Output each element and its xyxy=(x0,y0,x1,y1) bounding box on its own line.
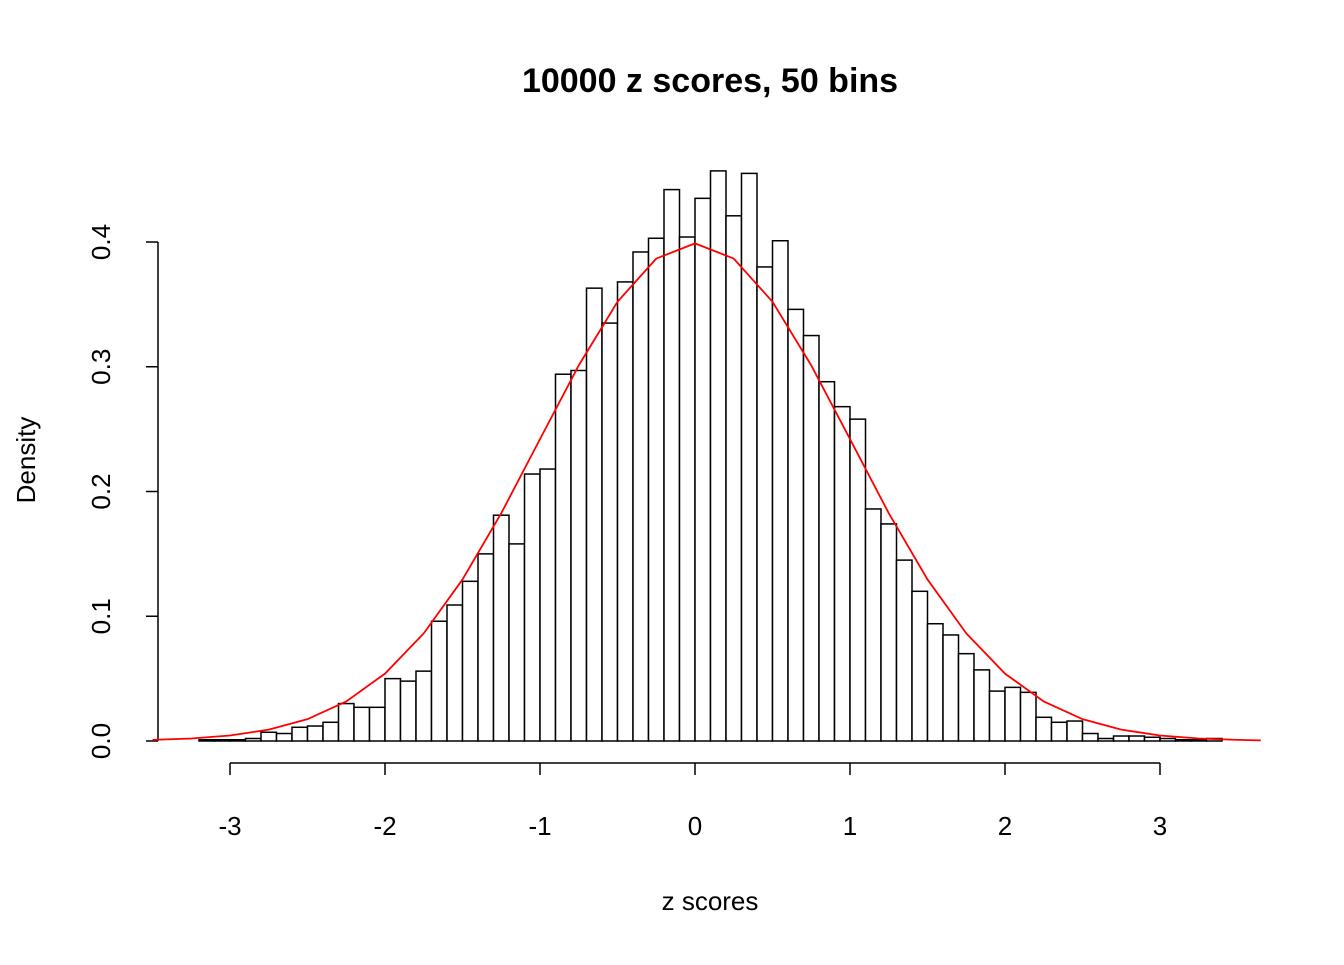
bar xyxy=(833,405,851,742)
bar xyxy=(880,523,898,742)
bar xyxy=(275,732,293,742)
bar xyxy=(322,721,340,742)
bar xyxy=(849,418,867,742)
bar xyxy=(523,473,541,742)
bar xyxy=(585,287,603,742)
bar xyxy=(198,739,216,742)
bar xyxy=(260,731,278,742)
bar xyxy=(539,468,557,742)
bar xyxy=(570,369,588,742)
bar xyxy=(1004,686,1022,742)
bar xyxy=(384,677,402,742)
bar xyxy=(942,634,960,742)
x-tick-label: -3 xyxy=(218,811,241,841)
bar xyxy=(337,702,355,742)
bar xyxy=(353,706,371,742)
x-axis-label: z scores xyxy=(662,886,759,916)
bar xyxy=(725,215,743,742)
bar xyxy=(973,669,991,742)
bar xyxy=(213,739,231,742)
bar xyxy=(229,739,247,742)
bar xyxy=(415,670,433,742)
bar xyxy=(988,690,1006,742)
bar xyxy=(554,373,572,742)
bar xyxy=(1050,721,1068,742)
bar xyxy=(291,726,309,742)
y-tick-label: 0.4 xyxy=(86,224,116,260)
bar xyxy=(244,737,262,742)
bar xyxy=(1112,735,1130,742)
bar xyxy=(461,580,479,742)
bar xyxy=(1035,716,1053,742)
y-tick-label: 0.3 xyxy=(86,349,116,385)
bar xyxy=(508,543,526,742)
bar xyxy=(709,170,727,742)
bar xyxy=(1128,735,1146,742)
y-axis-label: Density xyxy=(11,417,41,504)
bar xyxy=(430,620,448,742)
x-tick-label: 0 xyxy=(688,811,702,841)
bar xyxy=(1081,732,1099,742)
bar xyxy=(446,604,464,742)
y-tick-label: 0.0 xyxy=(86,723,116,759)
bar xyxy=(477,553,495,742)
x-tick-label: 2 xyxy=(998,811,1012,841)
bar xyxy=(601,322,619,742)
bar xyxy=(1190,739,1208,742)
bar xyxy=(492,514,510,742)
bar xyxy=(1143,736,1161,742)
bar xyxy=(616,281,634,742)
bar xyxy=(756,266,774,742)
bar xyxy=(368,706,386,742)
bar xyxy=(740,172,758,742)
bar xyxy=(895,559,913,742)
y-tick-label: 0.1 xyxy=(86,598,116,634)
x-tick-label: 3 xyxy=(1153,811,1167,841)
bar xyxy=(864,508,882,742)
bar xyxy=(1066,720,1084,742)
bar xyxy=(787,308,805,742)
bar xyxy=(802,334,820,742)
bar xyxy=(1174,739,1192,742)
bar xyxy=(926,622,944,742)
chart-title: 10000 z scores, 50 bins xyxy=(522,62,898,100)
density-curve xyxy=(152,242,1261,742)
bar xyxy=(647,237,665,742)
bar xyxy=(1019,691,1037,742)
bar xyxy=(957,652,975,742)
bar xyxy=(818,380,836,742)
bar xyxy=(632,251,650,742)
bar xyxy=(911,590,929,742)
y-tick-label: 0.2 xyxy=(86,473,116,509)
bar xyxy=(663,188,681,742)
x-tick-label: -2 xyxy=(373,811,396,841)
bar xyxy=(399,680,417,742)
bar xyxy=(678,236,696,742)
bar xyxy=(306,725,324,742)
x-tick-label: 1 xyxy=(843,811,857,841)
bar xyxy=(1097,737,1115,742)
x-tick-label: -1 xyxy=(528,811,551,841)
bar xyxy=(694,197,712,742)
bar xyxy=(1159,737,1177,742)
